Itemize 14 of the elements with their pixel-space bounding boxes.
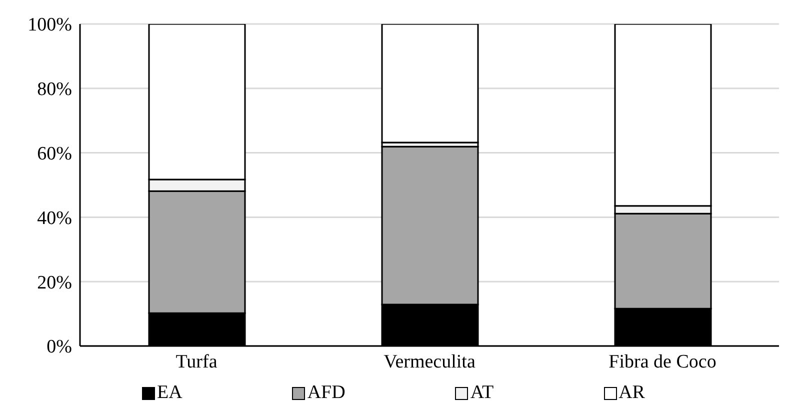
x-tick-label: Vermeculita	[384, 351, 476, 372]
x-tick-label: Turfa	[176, 351, 218, 372]
y-tick-label: 40%	[37, 208, 72, 229]
legend-label: AFD	[306, 382, 346, 404]
y-tick-label: 20%	[37, 272, 72, 294]
bar	[381, 24, 479, 144]
y-tick-label: 60%	[37, 144, 72, 165]
y-tick-label: 0%	[46, 336, 72, 358]
y-tick-label: 100%	[28, 14, 72, 36]
legend-label: AR	[618, 382, 645, 404]
legend-label: AT	[469, 382, 494, 404]
legend-label: EA	[156, 382, 182, 404]
x-tick-label: Fibra de Coco	[608, 351, 716, 372]
y-tick-label: 80%	[37, 79, 72, 100]
